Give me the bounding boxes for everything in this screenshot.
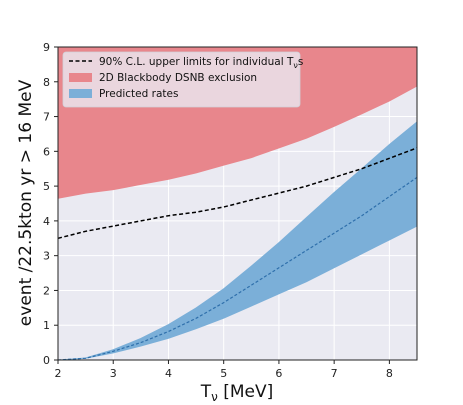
legend-label-upper-limits-prefix: 90% C.L. upper limits for individual T <box>99 56 294 68</box>
predicted-rates-center-line <box>57 176 418 361</box>
legend-label-exclusion: 2D Blackbody DSNB exclusion <box>99 72 257 84</box>
y-tick-label: 7 <box>43 111 50 124</box>
legend-box <box>62 51 301 108</box>
x-tick-label: 5 <box>220 367 227 380</box>
y-tick-label: 1 <box>43 319 50 332</box>
x-tick-label: 4 <box>165 367 172 380</box>
y-tick-label: 6 <box>43 145 50 158</box>
x-tick-label: 2 <box>55 367 62 380</box>
x-tick-label: 7 <box>331 367 338 380</box>
y-tick-label: 9 <box>43 41 50 54</box>
x-axis-label-sub: ν <box>211 390 218 404</box>
y-tick-label: 3 <box>43 250 50 263</box>
x-axis-label: Tν [MeV] <box>200 382 274 404</box>
x-ticks: 2 3 4 5 6 7 8 <box>55 360 393 380</box>
line-layer <box>57 147 418 240</box>
y-tick-label: 5 <box>43 180 50 193</box>
y-axis-label: event /22.5kton yr > 16 MeV <box>16 79 36 326</box>
y-ticks: 0 1 2 3 4 5 6 7 8 9 <box>43 41 58 367</box>
x-axis-label-main: T <box>200 382 212 402</box>
x-tick-label: 6 <box>275 367 282 380</box>
legend-swatch-exclusion <box>69 73 92 82</box>
y-tick-label: 2 <box>43 284 50 297</box>
y-tick-label: 4 <box>43 215 50 228</box>
y-tick-label: 8 <box>43 76 50 89</box>
plot-frame <box>57 46 418 361</box>
x-axis-label-unit: [MeV] <box>218 382 273 402</box>
legend-label-upper-limits-suffix: s <box>298 56 303 68</box>
legend-label-upper-limits: 90% C.L. upper limits for individual Tνs <box>99 56 303 70</box>
x-tick-label: 8 <box>386 367 393 380</box>
legend: 90% C.L. upper limits for individual Tνs… <box>62 51 303 108</box>
x-tick-label: 3 <box>110 367 117 380</box>
legend-label-upper-limits-sub: ν <box>293 61 298 70</box>
legend-swatch-predicted <box>69 89 92 98</box>
legend-label-predicted: Predicted rates <box>99 88 178 100</box>
upper-limits-line <box>57 147 418 240</box>
y-tick-label: 0 <box>43 354 50 367</box>
axes-frame <box>57 46 418 361</box>
